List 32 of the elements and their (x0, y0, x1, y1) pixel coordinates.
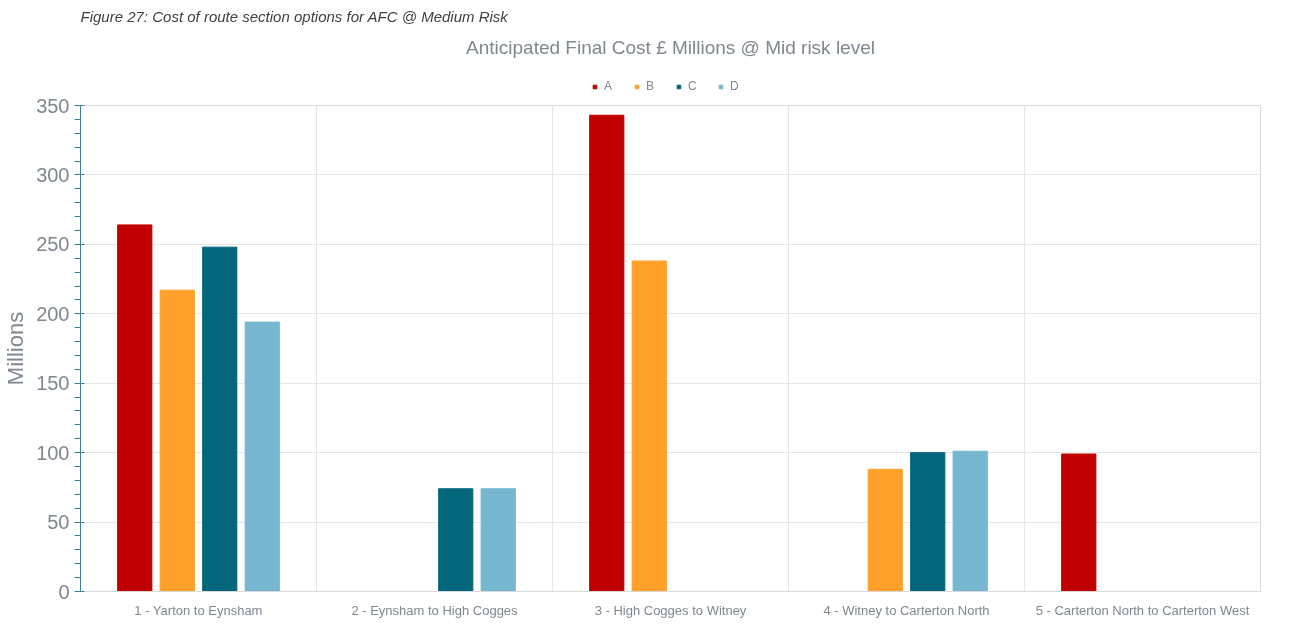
bar (202, 246, 238, 592)
legend-label: D (730, 79, 740, 93)
x-tick-label: 4 - Witney to Carterton North (823, 602, 990, 618)
y-tick-label: 250 (36, 233, 70, 256)
caption: Figure 27: Cost of route section options for AFC @ Medium Risk (80, 7, 510, 25)
legend-label: B (646, 79, 655, 93)
bar (631, 260, 667, 592)
chart-title: Anticipated Final Cost £ Millions @ Mid risk level (466, 36, 875, 58)
y-tick-label: 200 (36, 302, 70, 325)
y-tick-label: 150 (36, 372, 70, 395)
bar (244, 321, 280, 592)
y-tick-label: 50 (47, 511, 70, 534)
y-axis-title: Millions (3, 311, 29, 386)
y-tick-label: 0 (58, 580, 70, 603)
bar (1061, 453, 1097, 592)
bar (952, 450, 988, 592)
bar (910, 452, 946, 592)
bar (438, 488, 474, 592)
x-tick-label: 1 - Yarton to Eynsham (134, 602, 263, 618)
bar (867, 468, 903, 592)
bar (159, 289, 195, 592)
bar (589, 114, 625, 592)
bar (117, 224, 153, 592)
legend-label: A (604, 79, 613, 93)
bar (480, 488, 516, 592)
legend-label: C (688, 79, 698, 93)
x-tick-label: 5 - Carterton North to Carterton West (1035, 602, 1250, 618)
y-tick-label: 300 (36, 163, 70, 186)
x-tick-label: 2 - Eynsham to High Cogges (351, 602, 519, 618)
y-tick-label: 100 (36, 441, 70, 464)
x-tick-label: 3 - High Cogges to Witney (594, 602, 747, 618)
y-tick-label: 350 (36, 94, 70, 117)
